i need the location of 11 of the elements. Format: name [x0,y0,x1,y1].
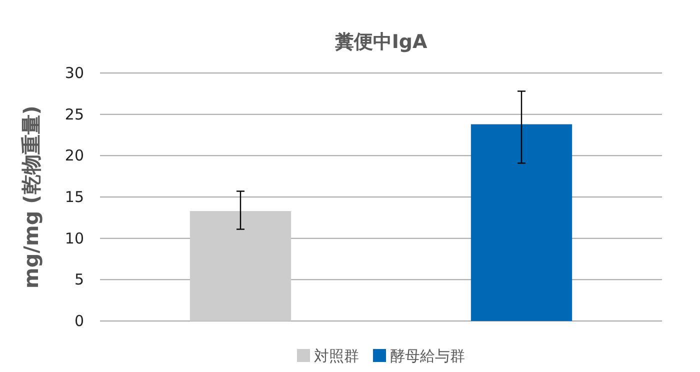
legend-label: 酵母給与群 [390,347,465,365]
y-tick-label: 20 [64,146,84,165]
y-tick-label: 10 [64,229,84,248]
y-axis-title: mg/mg (乾物重量) [19,106,43,288]
chart-title: 糞便中IgA [334,31,428,53]
legend-label: 対照群 [314,347,359,365]
y-tick-label: 15 [64,188,84,206]
y-tick-label: 0 [74,312,84,330]
y-tick-label: 30 [64,64,84,82]
y-tick-label: 25 [64,105,84,124]
y-tick-label: 5 [74,270,84,289]
